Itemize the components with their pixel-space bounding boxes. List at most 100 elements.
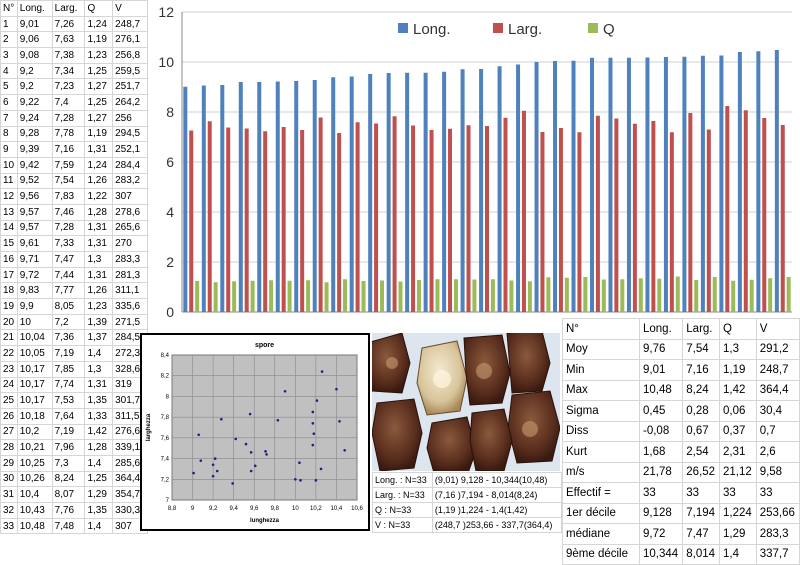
bar-q	[620, 279, 625, 312]
table-cell: 1,3	[84, 360, 114, 378]
table-cell: 10,43	[16, 502, 53, 519]
bar-q	[472, 279, 477, 312]
table-cell: 10,344	[638, 543, 684, 565]
x-tick-label: 9,6	[250, 506, 259, 512]
table-row: 22 10,05 7,19 1,4 272,3	[0, 345, 148, 362]
table-cell: 9,28	[16, 125, 53, 143]
table-cell: 27	[0, 423, 18, 441]
bar-long	[220, 85, 225, 312]
bar-q	[416, 280, 421, 312]
stats-row: médiane 9,72 7,47 1,29 283,3	[562, 523, 800, 545]
bar-larg	[355, 122, 360, 312]
bar-q	[527, 281, 532, 312]
bar-long	[608, 57, 613, 312]
bar-q	[287, 280, 292, 312]
stats-row: Diss -0,08 0,67 0,37 0,7	[562, 420, 800, 442]
table-cell: 10,04	[16, 329, 53, 347]
table-cell: 9,57	[16, 203, 53, 221]
table-cell: 10,17	[16, 392, 53, 409]
table-cell: 33	[718, 482, 757, 504]
table-cell: 7,53	[51, 392, 86, 409]
table-cell: 1,25	[84, 94, 114, 111]
table-cell: 2	[0, 31, 18, 49]
scatter-point	[299, 479, 302, 482]
table-cell: 1,4	[84, 517, 114, 535]
table-cell: 1,31	[84, 219, 114, 237]
table-cell: 1,25	[84, 62, 114, 80]
table-cell: 15	[0, 235, 18, 252]
table-cell: 10,25	[16, 454, 53, 472]
table-cell: 1,37	[84, 329, 114, 347]
table-row: 32 10,43 7,76 1,35 330,3	[0, 502, 148, 519]
table-cell: 256	[112, 109, 148, 127]
bar-long	[756, 51, 761, 312]
table-cell: 291,2	[755, 338, 800, 360]
table-cell: 1,68	[638, 441, 684, 463]
table-row: 1 9,01 7,26 1,24 248,7	[0, 15, 148, 33]
table-row: 18 9,83 7,77 1,26 311,1	[0, 282, 148, 300]
table-cell: 21,12	[718, 461, 757, 483]
table-cell: 7,54	[682, 338, 720, 360]
table-cell: 7,19	[51, 345, 86, 362]
table-cell: 0,7	[755, 420, 800, 442]
table-cell: 10,17	[16, 360, 53, 378]
table-cell: 8,05	[51, 298, 86, 315]
table-cell: 10,05	[16, 345, 53, 362]
bar-larg	[577, 132, 582, 312]
table-cell: 278,6	[112, 203, 148, 221]
bar-larg	[485, 126, 489, 312]
table-cell: 8,014	[682, 543, 720, 565]
scatter-point	[320, 370, 324, 373]
stats-row: 1er décile 9,128 7,194 1,224 253,66	[562, 502, 800, 524]
y-tick-label: 2	[166, 254, 174, 270]
bar-long	[589, 57, 594, 312]
table-cell: 7,16	[682, 359, 720, 381]
table-cell: 9,9	[16, 298, 53, 315]
table-cell: 1,28	[84, 439, 114, 456]
table-cell: 7,63	[51, 31, 86, 49]
bar-larg	[743, 110, 748, 312]
table-row: 31 10,4 8,07 1,29 354,7	[0, 486, 148, 503]
table-cell: 33	[682, 482, 720, 504]
bar-long	[719, 55, 724, 312]
bar-q	[564, 277, 569, 312]
table-cell: 1,23	[84, 298, 114, 315]
table-cell: 281,3	[112, 266, 148, 284]
table-cell: 7,78	[51, 125, 86, 143]
bar-q	[269, 280, 274, 312]
bar-long	[423, 72, 428, 312]
bar-larg	[226, 127, 231, 312]
table-row: 14 9,57 7,28 1,31 265,6	[0, 219, 148, 237]
bar-larg	[725, 106, 730, 312]
measurements-body: N° Long. Larg. Q V 1 9,01 7,26 1,24 248,7 2 9,06 7,6…	[0, 0, 148, 535]
table-cell: Kurt	[562, 441, 640, 463]
bar-long	[571, 60, 576, 312]
table-cell: 7,23	[51, 78, 86, 96]
table-cell: 311,1	[112, 282, 148, 300]
stats-row: Effectif = 33 33 33 33	[562, 482, 800, 504]
table-cell: 26	[0, 407, 18, 425]
table-cell: 265,6	[112, 219, 148, 237]
y-tick-label: 7,4	[161, 457, 170, 463]
bar-long	[331, 77, 336, 312]
table-cell: 7,26	[51, 15, 86, 33]
table-cell: 284,4	[112, 156, 148, 174]
scatter-point	[314, 479, 318, 482]
scatter-point	[311, 443, 315, 447]
bar-long	[405, 72, 410, 312]
table-cell: 7,76	[51, 502, 86, 519]
bar-larg	[762, 118, 767, 312]
table-cell: 9,01	[638, 359, 684, 381]
table-cell: 7	[0, 109, 18, 127]
table-cell: 7,44	[51, 266, 86, 284]
table-cell: 1,31	[84, 266, 114, 284]
table-cell: 10	[16, 313, 53, 331]
table-cell: 6	[0, 94, 18, 111]
bar-long	[442, 71, 447, 312]
table-cell: 264,2	[112, 94, 148, 111]
bar-q	[195, 281, 200, 312]
table-cell: 252,1	[112, 141, 148, 158]
table-cell: 9,71	[16, 251, 53, 268]
table-cell: 16	[0, 251, 18, 268]
header-cell: N°	[0, 0, 18, 17]
